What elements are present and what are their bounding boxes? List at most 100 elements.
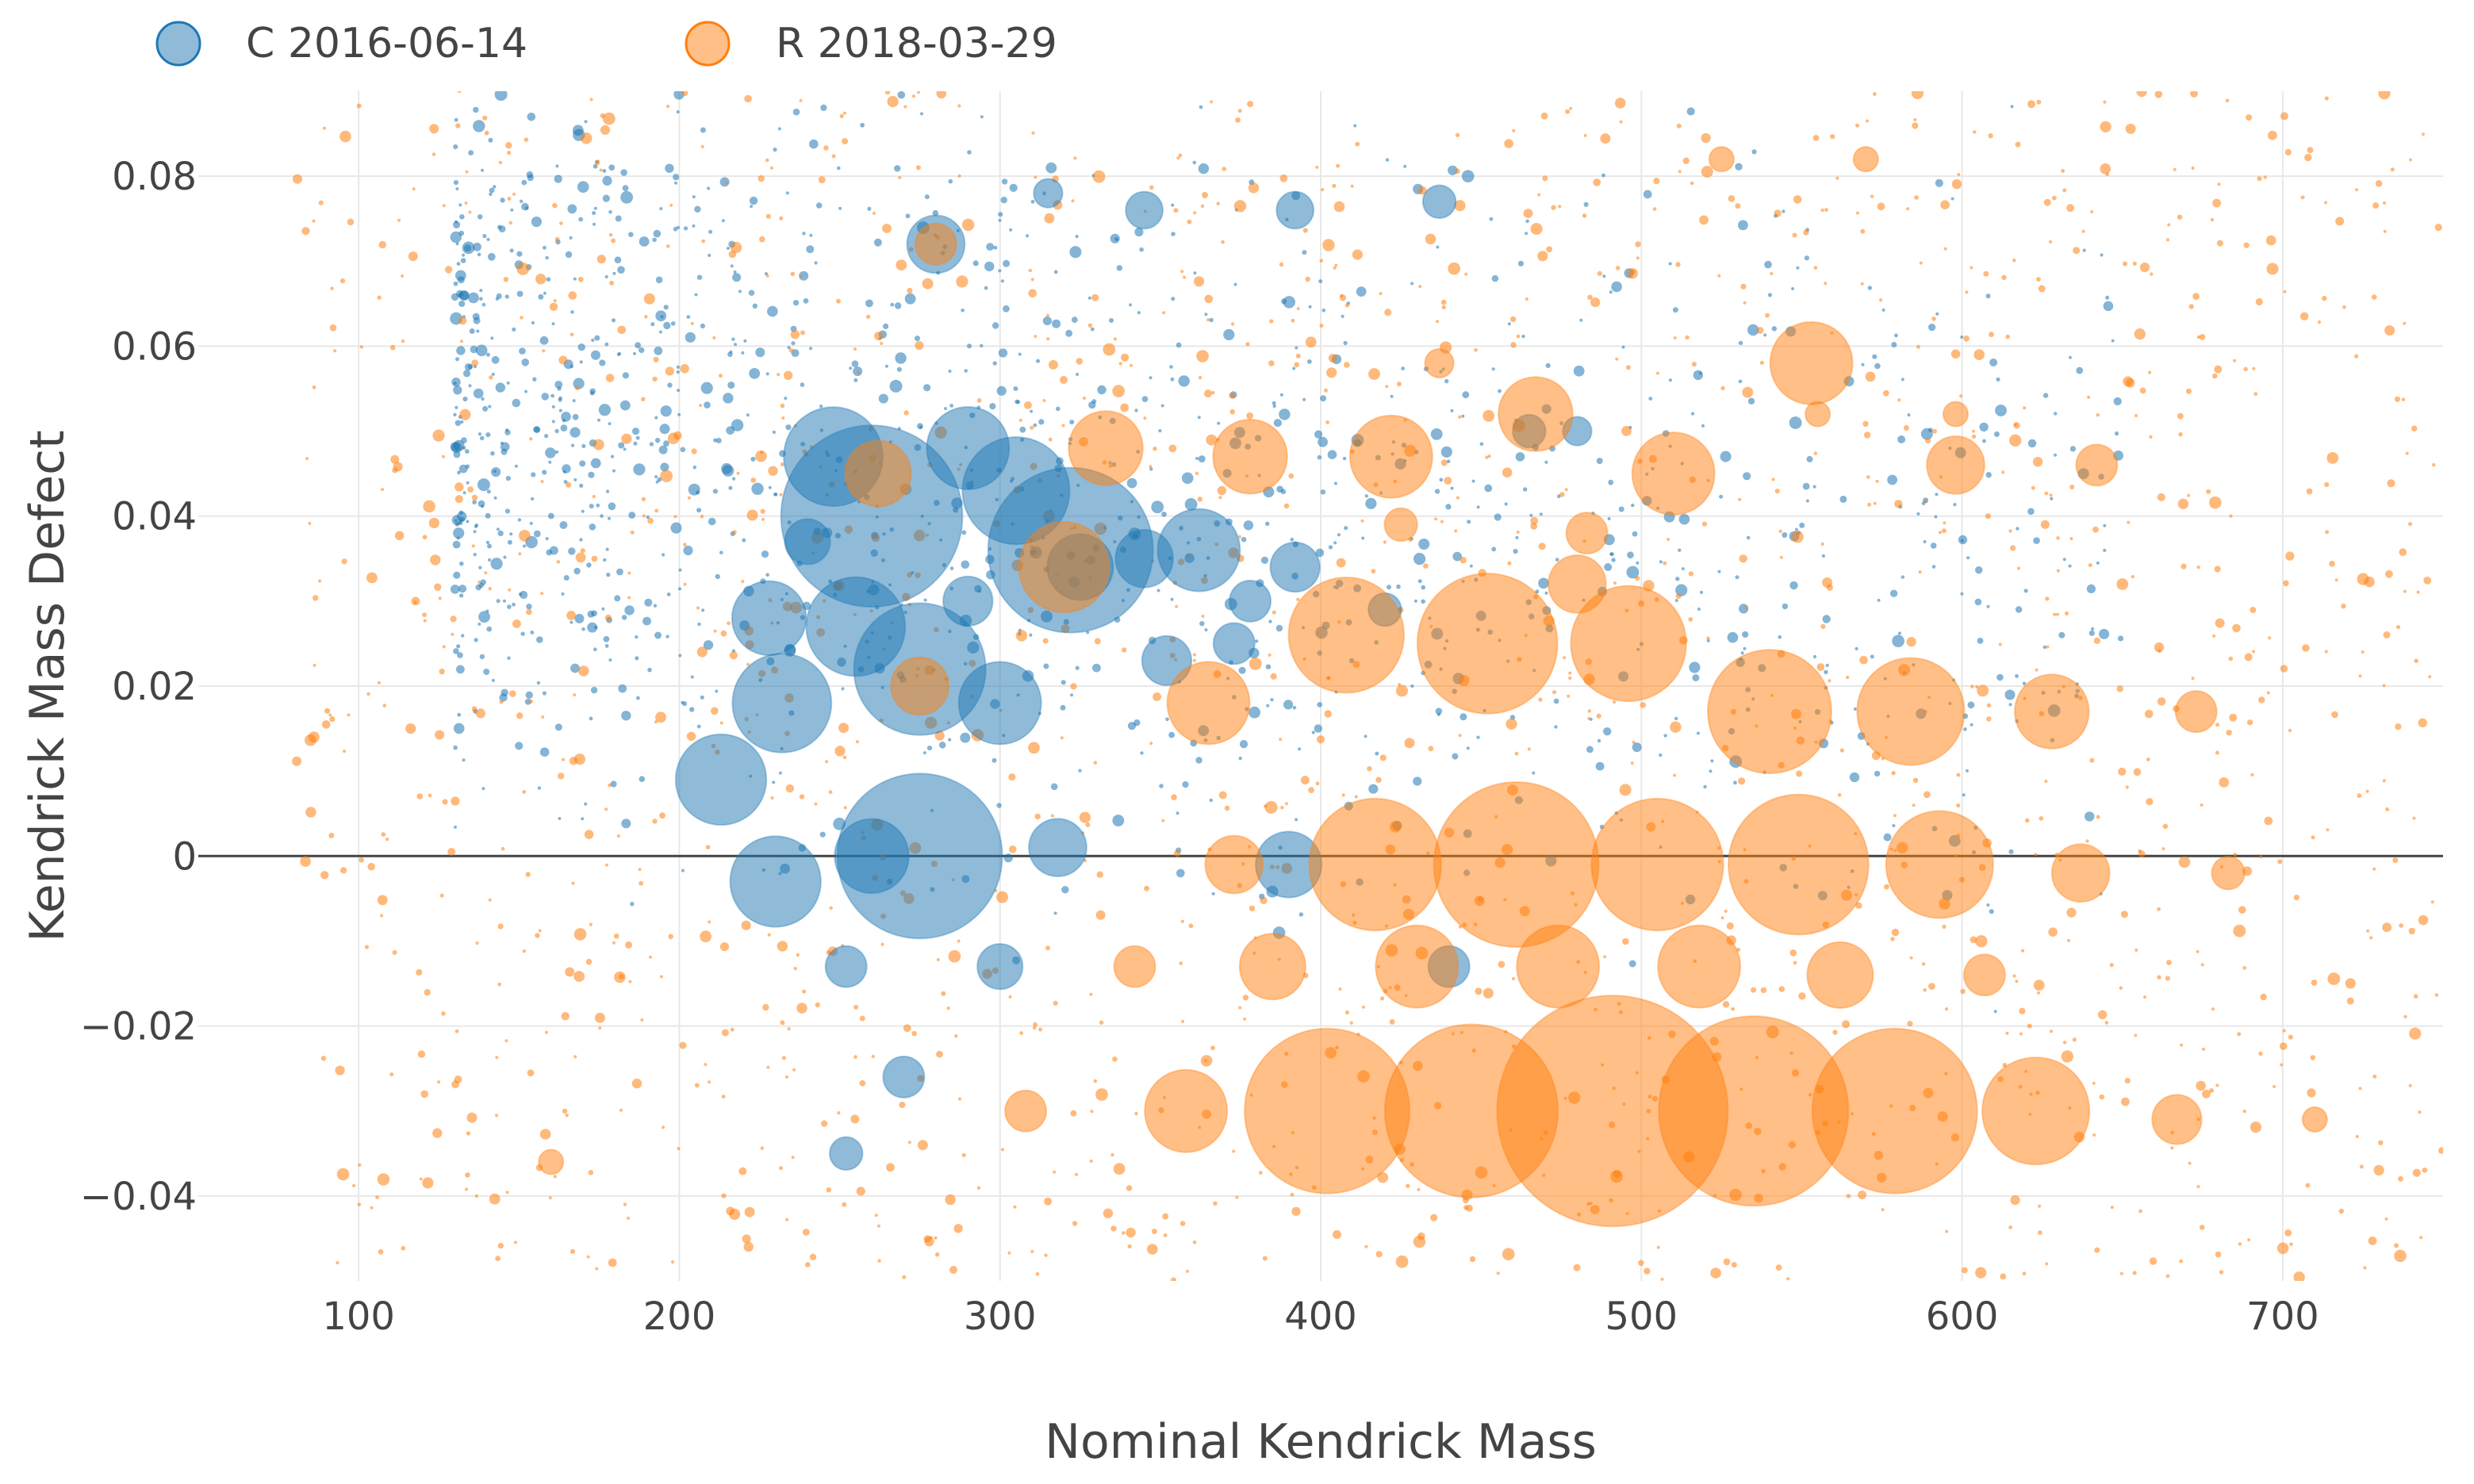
data-point <box>1932 428 1937 434</box>
data-point <box>1703 784 1707 789</box>
data-point <box>665 366 674 376</box>
data-point <box>538 929 542 933</box>
data-point <box>850 1114 860 1124</box>
data-point <box>1765 313 1770 318</box>
data-point <box>719 177 730 187</box>
data-point <box>949 566 954 570</box>
data-point <box>524 389 527 393</box>
data-point <box>2100 121 2112 132</box>
data-point <box>691 448 697 454</box>
data-point <box>598 1026 602 1030</box>
data-point <box>606 572 611 577</box>
data-point <box>1024 401 1032 409</box>
data-point <box>665 105 670 109</box>
data-point <box>330 286 334 290</box>
data-point <box>1048 359 1058 370</box>
data-point <box>2409 158 2412 162</box>
data-point <box>454 519 458 523</box>
data-point <box>2000 1273 2007 1280</box>
data-point <box>1466 746 1470 750</box>
data-point <box>439 668 445 675</box>
data-point <box>837 166 841 171</box>
data-point <box>696 490 700 495</box>
data-point <box>1630 761 1634 765</box>
data-point <box>1204 294 1214 304</box>
data-point <box>1894 500 1903 508</box>
data-point <box>496 293 502 299</box>
legend-item-c[interactable]: C 2016-06-14 <box>155 20 527 67</box>
data-point <box>534 426 541 433</box>
data-point <box>1970 723 1973 727</box>
legend-marker-c <box>155 21 201 67</box>
data-point <box>1607 517 1611 520</box>
data-point <box>884 91 891 95</box>
data-point <box>1065 329 1073 337</box>
data-point <box>1640 702 1646 708</box>
data-point <box>451 1080 459 1089</box>
data-point <box>1796 266 1800 270</box>
data-point <box>1450 408 1454 412</box>
data-point <box>466 520 470 523</box>
data-point <box>622 372 630 379</box>
data-point <box>800 330 805 336</box>
data-point <box>1235 1195 1239 1199</box>
data-point <box>458 593 464 598</box>
data-point <box>1334 481 1337 485</box>
data-point <box>666 592 671 596</box>
data-point <box>1738 220 1748 231</box>
data-point <box>1171 232 1176 236</box>
data-point <box>2110 1206 2114 1210</box>
data-point <box>570 365 573 369</box>
data-point <box>1507 322 1511 326</box>
data-point <box>2125 785 2129 789</box>
legend[interactable]: C 2016-06-14 R 2018-03-29 <box>155 20 1057 67</box>
data-point <box>2076 366 2084 374</box>
data-point <box>2372 867 2376 871</box>
data-point <box>708 229 713 234</box>
data-point <box>700 695 704 700</box>
data-point <box>1120 403 1130 412</box>
data-point <box>1745 606 1749 610</box>
data-point <box>2326 828 2330 832</box>
data-point <box>696 646 708 658</box>
data-point <box>2196 1185 2200 1188</box>
data-point <box>497 982 502 987</box>
data-point <box>491 372 495 376</box>
data-point <box>551 405 555 408</box>
data-point <box>618 442 625 449</box>
data-point <box>659 424 670 435</box>
data-point <box>1192 653 1196 657</box>
data-point <box>1482 409 1495 422</box>
data-point <box>2422 1168 2428 1173</box>
data-point <box>1093 761 1098 765</box>
data-point <box>477 252 481 257</box>
data-point <box>1045 313 1049 317</box>
data-point <box>1173 849 1181 857</box>
data-point <box>1224 805 1230 811</box>
data-point <box>2191 166 2195 171</box>
data-point <box>2020 949 2025 953</box>
data-point <box>1333 266 1337 270</box>
data-point <box>2428 675 2432 679</box>
data-point <box>2165 1274 2170 1279</box>
data-point <box>2043 198 2051 206</box>
data-point <box>2390 167 2395 172</box>
data-point <box>653 604 658 608</box>
data-point <box>1337 533 1341 537</box>
legend-item-r[interactable]: R 2018-03-29 <box>685 20 1057 67</box>
data-point <box>1720 385 1725 391</box>
data-point <box>2068 355 2072 359</box>
data-point <box>1860 228 1866 234</box>
data-point <box>481 168 484 172</box>
data-point <box>2177 214 2183 220</box>
data-point <box>647 517 654 524</box>
data-point <box>439 893 444 898</box>
data-point <box>2019 1032 2023 1036</box>
data-point <box>2403 589 2407 593</box>
data-point <box>700 382 713 394</box>
data-point <box>2149 1257 2158 1265</box>
data-point <box>465 170 469 174</box>
data-point <box>1596 458 1603 465</box>
data-point <box>1622 938 1629 945</box>
data-point <box>851 360 859 368</box>
